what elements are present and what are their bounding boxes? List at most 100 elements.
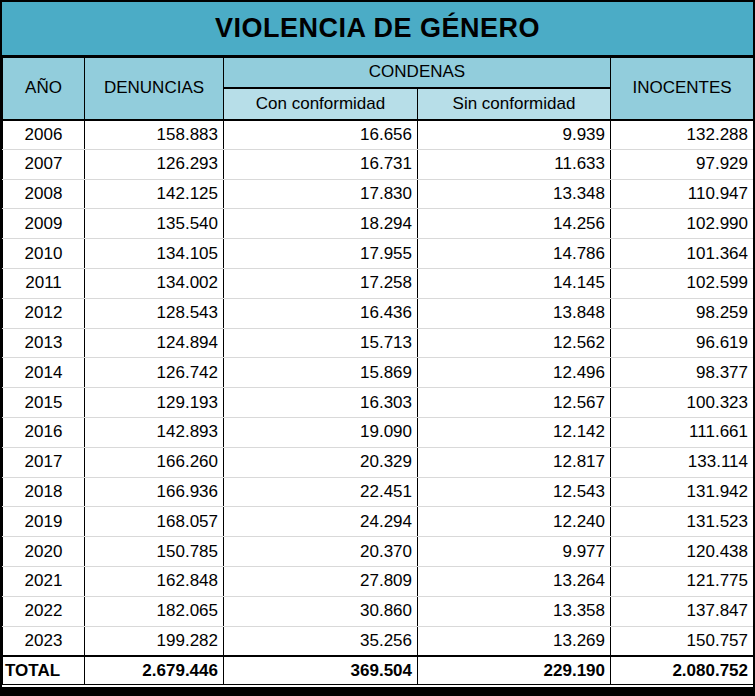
denuncias-cell: 162.848 xyxy=(85,566,224,596)
condenas-sin-cell: 13.848 xyxy=(418,298,611,328)
table-row: 2008 142.125 17.830 13.348 110.947 xyxy=(3,179,754,209)
total-denuncias-cell: 2.679.446 xyxy=(85,656,224,685)
condenas-sin-cell: 13.358 xyxy=(418,596,611,626)
denuncias-cell: 166.260 xyxy=(85,447,224,477)
condenas-sin-cell: 9.977 xyxy=(418,537,611,567)
year-cell: 2023 xyxy=(3,626,85,656)
condenas-sin-cell: 9.939 xyxy=(418,120,611,150)
condenas-con-cell: 18.294 xyxy=(224,209,418,239)
condenas-con-cell: 35.256 xyxy=(224,626,418,656)
year-cell: 2010 xyxy=(3,239,85,269)
condenas-sin-cell: 14.256 xyxy=(418,209,611,239)
year-cell: 2018 xyxy=(3,477,85,507)
inocentes-cell: 102.599 xyxy=(611,268,754,298)
condenas-sin-cell: 12.543 xyxy=(418,477,611,507)
denuncias-cell: 158.883 xyxy=(85,120,224,150)
condenas-sin-cell: 12.142 xyxy=(418,417,611,447)
denuncias-cell: 134.105 xyxy=(85,239,224,269)
table-row: 2006 158.883 16.656 9.939 132.288 xyxy=(3,120,754,150)
condenas-sin-cell: 13.348 xyxy=(418,179,611,209)
inocentes-cell: 96.619 xyxy=(611,328,754,358)
table-row: 2010 134.105 17.955 14.786 101.364 xyxy=(3,239,754,269)
year-cell: 2019 xyxy=(3,507,85,537)
year-cell: 2007 xyxy=(3,149,85,179)
condenas-con-cell: 15.713 xyxy=(224,328,418,358)
table-row: 2009 135.540 18.294 14.256 102.990 xyxy=(3,209,754,239)
inocentes-cell: 97.929 xyxy=(611,149,754,179)
table-row: 2015 129.193 16.303 12.567 100.323 xyxy=(3,388,754,418)
inocentes-cell: 102.990 xyxy=(611,209,754,239)
condenas-sin-cell: 12.496 xyxy=(418,358,611,388)
denuncias-cell: 142.893 xyxy=(85,417,224,447)
col-header-sin-conformidad: Sin conformidad xyxy=(418,88,611,120)
condenas-con-cell: 20.329 xyxy=(224,447,418,477)
inocentes-cell: 133.114 xyxy=(611,447,754,477)
table-row: 2022 182.065 30.860 13.358 137.847 xyxy=(3,596,754,626)
condenas-con-cell: 17.258 xyxy=(224,268,418,298)
col-header-inocentes: INOCENTES xyxy=(611,58,754,120)
condenas-con-cell: 27.809 xyxy=(224,566,418,596)
condenas-con-cell: 19.090 xyxy=(224,417,418,447)
inocentes-cell: 121.775 xyxy=(611,566,754,596)
table-row: 2014 126.742 15.869 12.496 98.377 xyxy=(3,358,754,388)
inocentes-cell: 98.259 xyxy=(611,298,754,328)
table-row: 2020 150.785 20.370 9.977 120.438 xyxy=(3,537,754,567)
year-cell: 2016 xyxy=(3,417,85,447)
data-table: AÑO DENUNCIAS CONDENAS INOCENTES Con con… xyxy=(2,57,754,685)
year-cell: 2014 xyxy=(3,358,85,388)
condenas-sin-cell: 13.264 xyxy=(418,566,611,596)
total-row: TOTAL 2.679.446 369.504 229.190 2.080.75… xyxy=(3,656,754,685)
condenas-sin-cell: 12.562 xyxy=(418,328,611,358)
table-row: 2013 124.894 15.713 12.562 96.619 xyxy=(3,328,754,358)
denuncias-cell: 182.065 xyxy=(85,596,224,626)
denuncias-cell: 150.785 xyxy=(85,537,224,567)
condenas-con-cell: 16.303 xyxy=(224,388,418,418)
condenas-con-cell: 24.294 xyxy=(224,507,418,537)
year-cell: 2009 xyxy=(3,209,85,239)
table-row: 2023 199.282 35.256 13.269 150.757 xyxy=(3,626,754,656)
table-row: 2021 162.848 27.809 13.264 121.775 xyxy=(3,566,754,596)
condenas-sin-cell: 13.269 xyxy=(418,626,611,656)
condenas-con-cell: 30.860 xyxy=(224,596,418,626)
col-header-ano: AÑO xyxy=(3,58,85,120)
total-condenas-sin-cell: 229.190 xyxy=(418,656,611,685)
condenas-con-cell: 16.656 xyxy=(224,120,418,150)
condenas-sin-cell: 12.240 xyxy=(418,507,611,537)
condenas-con-cell: 22.451 xyxy=(224,477,418,507)
denuncias-cell: 124.894 xyxy=(85,328,224,358)
table-row: 2012 128.543 16.436 13.848 98.259 xyxy=(3,298,754,328)
inocentes-cell: 150.757 xyxy=(611,626,754,656)
condenas-con-cell: 20.370 xyxy=(224,537,418,567)
total-inocentes-cell: 2.080.752 xyxy=(611,656,754,685)
denuncias-cell: 142.125 xyxy=(85,179,224,209)
inocentes-cell: 137.847 xyxy=(611,596,754,626)
denuncias-cell: 126.293 xyxy=(85,149,224,179)
year-cell: 2017 xyxy=(3,447,85,477)
year-cell: 2008 xyxy=(3,179,85,209)
condenas-sin-cell: 14.145 xyxy=(418,268,611,298)
table-row: 2007 126.293 16.731 11.633 97.929 xyxy=(3,149,754,179)
total-label-cell: TOTAL xyxy=(3,656,85,685)
condenas-sin-cell: 12.817 xyxy=(418,447,611,477)
table-title: VIOLENCIA DE GÉNERO xyxy=(2,2,753,57)
denuncias-cell: 199.282 xyxy=(85,626,224,656)
year-cell: 2022 xyxy=(3,596,85,626)
inocentes-cell: 120.438 xyxy=(611,537,754,567)
table-row: 2017 166.260 20.329 12.817 133.114 xyxy=(3,447,754,477)
condenas-con-cell: 17.830 xyxy=(224,179,418,209)
table-row: 2011 134.002 17.258 14.145 102.599 xyxy=(3,268,754,298)
table-header: AÑO DENUNCIAS CONDENAS INOCENTES Con con… xyxy=(3,58,754,120)
denuncias-cell: 129.193 xyxy=(85,388,224,418)
condenas-con-cell: 17.955 xyxy=(224,239,418,269)
inocentes-cell: 100.323 xyxy=(611,388,754,418)
col-header-denuncias: DENUNCIAS xyxy=(85,58,224,120)
condenas-sin-cell: 12.567 xyxy=(418,388,611,418)
denuncias-cell: 135.540 xyxy=(85,209,224,239)
year-cell: 2021 xyxy=(3,566,85,596)
condenas-con-cell: 16.436 xyxy=(224,298,418,328)
denuncias-cell: 128.543 xyxy=(85,298,224,328)
table-row: 2019 168.057 24.294 12.240 131.523 xyxy=(3,507,754,537)
year-cell: 2006 xyxy=(3,120,85,150)
inocentes-cell: 132.288 xyxy=(611,120,754,150)
denuncias-cell: 126.742 xyxy=(85,358,224,388)
